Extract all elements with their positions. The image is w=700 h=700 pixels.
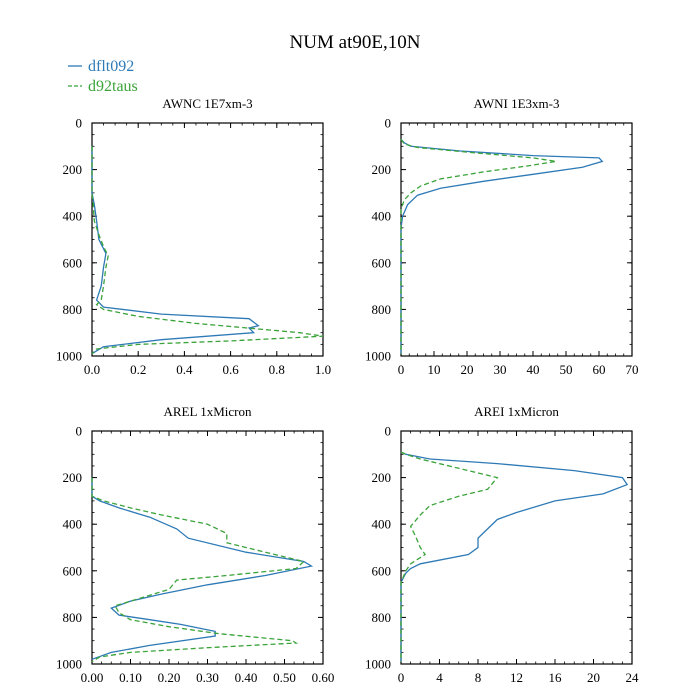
x-tick-label: 0.50 [273, 670, 296, 685]
plot-frame [91, 430, 324, 665]
y-tick-label: 200 [63, 470, 83, 485]
x-tick-label: 0 [398, 362, 405, 377]
x-tick-label: 24 [626, 670, 640, 685]
x-tick-label: 0.8 [269, 362, 285, 377]
y-tick-label: 800 [372, 302, 392, 317]
x-tick-label: 1.0 [315, 362, 331, 377]
x-tick-label: 0.60 [312, 670, 335, 685]
x-tick-label: 20 [461, 362, 474, 377]
panel-title: AREL 1xMicron [164, 404, 252, 419]
y-tick-label: 600 [63, 563, 83, 578]
x-tick-label: 10 [428, 362, 441, 377]
series-line-dflt092 [400, 138, 604, 354]
series-line-d92taus [91, 146, 324, 355]
y-tick-label: 800 [63, 302, 83, 317]
y-tick-label: 200 [372, 470, 392, 485]
x-tick-label: 12 [510, 670, 523, 685]
y-tick-label: 0 [76, 424, 83, 439]
y-tick-label: 600 [372, 563, 392, 578]
y-tick-label: 0 [76, 116, 83, 131]
legend: dflt092 d92taus [68, 58, 138, 95]
y-tick-label: 1000 [56, 657, 82, 672]
x-tick-label: 0.20 [158, 670, 181, 685]
y-tick-label: 600 [372, 255, 392, 270]
y-tick-label: 800 [63, 610, 83, 625]
series-line-dflt092 [91, 477, 314, 660]
figure-title: NUM at90E,10N [290, 32, 421, 53]
y-tick-label: 200 [63, 162, 83, 177]
x-tick-label: 60 [593, 362, 606, 377]
y-tick-label: 0 [385, 116, 392, 131]
series-line-d92taus [400, 451, 499, 662]
x-tick-label: 8 [475, 670, 482, 685]
legend-label-d92taus: d92taus [88, 78, 138, 95]
y-tick-label: 1000 [365, 657, 391, 672]
y-tick-label: 200 [372, 162, 392, 177]
y-tick-label: 400 [372, 517, 392, 532]
x-tick-label: 0.2 [130, 362, 146, 377]
x-tick-label: 30 [494, 362, 507, 377]
plot-frame [91, 122, 324, 357]
x-tick-label: 50 [560, 362, 573, 377]
x-tick-label: 0.40 [235, 670, 258, 685]
x-tick-label: 20 [587, 670, 600, 685]
x-tick-label: 0.30 [196, 670, 219, 685]
x-tick-label: 0.00 [81, 670, 104, 685]
series-line-dflt092 [91, 146, 260, 355]
y-tick-label: 400 [63, 517, 83, 532]
panel-title: AREI 1xMicron [474, 404, 559, 419]
y-tick-label: 400 [372, 209, 392, 224]
x-tick-label: 0 [398, 670, 405, 685]
x-tick-label: 70 [626, 362, 639, 377]
panel-title: AWNC 1E7xm-3 [162, 96, 252, 111]
x-tick-label: 0.0 [84, 362, 100, 377]
series-line-d92taus [400, 138, 557, 354]
x-tick-label: 0.6 [222, 362, 239, 377]
y-tick-label: 1000 [56, 349, 82, 364]
panel-title: AWNI 1E3xm-3 [474, 96, 560, 111]
chart-panel-4: AREI 1xMicron 0 200 400 600 800 1000 0 4 8 12 16 20 2… [365, 404, 639, 685]
y-tick-label: 800 [372, 610, 392, 625]
y-tick-label: 1000 [365, 349, 391, 364]
x-tick-label: 0.4 [176, 362, 193, 377]
series-line-d92taus [91, 477, 306, 663]
y-tick-label: 400 [63, 209, 83, 224]
x-tick-label: 16 [549, 670, 563, 685]
x-tick-label: 0.10 [119, 670, 142, 685]
legend-label-dflt092: dflt092 [88, 58, 134, 75]
x-tick-label: 4 [436, 670, 443, 685]
y-tick-label: 0 [385, 424, 392, 439]
x-tick-label: 40 [527, 362, 540, 377]
chart-panel-2: AWNI 1E3xm-3 0 200 400 600 800 1000 0 10 20 30 40 50… [365, 96, 639, 377]
series-line-dflt092 [400, 451, 629, 662]
y-tick-label: 600 [63, 255, 83, 270]
